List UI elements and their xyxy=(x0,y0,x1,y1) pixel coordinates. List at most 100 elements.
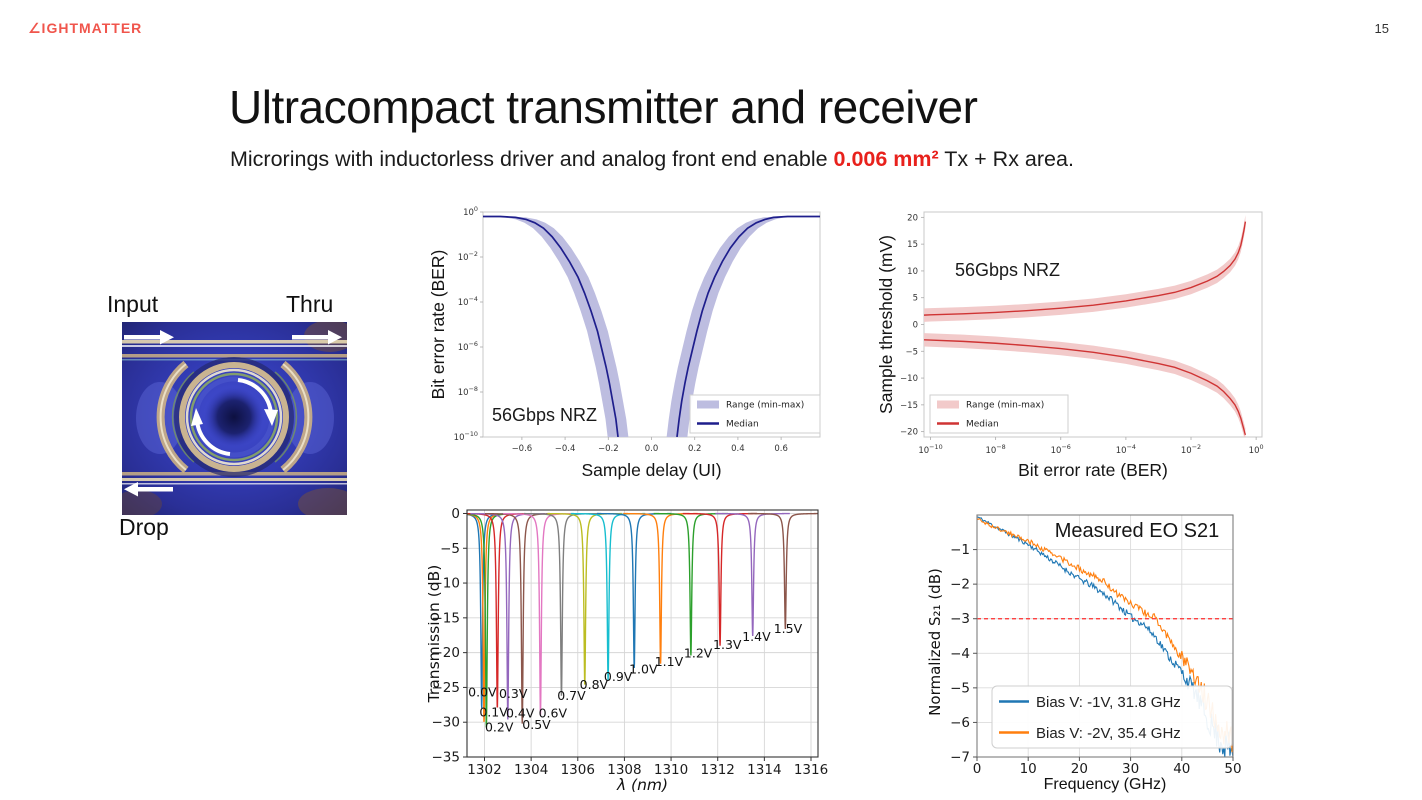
svg-text:−4: −4 xyxy=(950,646,970,662)
svg-text:1316: 1316 xyxy=(794,762,828,778)
voltage-label: 0.6V xyxy=(539,705,568,720)
svg-text:−3: −3 xyxy=(950,611,970,627)
subtitle-suffix: Tx + Rx area. xyxy=(938,147,1074,171)
x-axis-label: λ (nm) xyxy=(616,776,668,794)
label-input: Input xyxy=(107,291,159,317)
svg-text:10−10: 10−10 xyxy=(918,443,942,456)
voltage-label: 0.5V xyxy=(522,717,551,732)
median-line xyxy=(483,215,619,437)
voltage-label: 0.0V xyxy=(468,684,497,699)
svg-text:40: 40 xyxy=(1173,761,1190,777)
x-axis-label: Frequency (GHz) xyxy=(1044,776,1167,793)
voltage-label: 1.5V xyxy=(774,621,803,636)
svg-text:10: 10 xyxy=(907,267,918,277)
svg-text:1314: 1314 xyxy=(747,762,781,778)
thru-arrow-icon xyxy=(292,330,342,345)
input-arrow-icon xyxy=(124,330,174,345)
chart-eo-s21: 0 10 20 30 40 50 −1 −2 −3 −4 −5 −6 −7 Measured EO S21… xyxy=(928,503,1280,800)
svg-text:0.4: 0.4 xyxy=(731,444,745,454)
annotation-56gbps: 56Gbps NRZ xyxy=(955,260,1060,280)
chart-canvas: −0.6 −0.4 −0.2 0.0 0.2 0.4 0.6 100 10−2 10−4 10−6 1… xyxy=(428,205,821,480)
svg-text:10: 10 xyxy=(1020,761,1037,777)
legend-label: Range (min-max) xyxy=(726,401,804,411)
legend-label: Bias V: -1V, 31.8 GHz xyxy=(1036,694,1181,711)
svg-text:100: 100 xyxy=(463,205,478,218)
svg-text:−6: −6 xyxy=(950,715,970,731)
x-axis-label: Bit error rate (BER) xyxy=(1018,460,1168,480)
right-bracket-electrode xyxy=(274,360,313,474)
svg-text:0: 0 xyxy=(913,321,918,331)
voltage-label: 0.9V xyxy=(604,669,633,684)
svg-text:50: 50 xyxy=(1224,761,1241,777)
svg-text:−7: −7 xyxy=(950,750,970,766)
median-line xyxy=(924,339,1247,436)
svg-text:10−6: 10−6 xyxy=(458,340,478,353)
resonance-series xyxy=(467,512,818,728)
svg-text:−10: −10 xyxy=(432,576,461,592)
svg-text:1306: 1306 xyxy=(561,762,595,778)
voltage-label: 0.8V xyxy=(580,677,609,692)
svg-text:10−2: 10−2 xyxy=(458,250,478,263)
svg-text:1302: 1302 xyxy=(467,762,501,778)
svg-text:−0.4: −0.4 xyxy=(555,444,576,454)
resonance-1.3V xyxy=(682,512,758,646)
chart-canvas: 10−10 10−8 10−6 10−4 10−2 100 20 15 10 5 0 −5 −10 −15… xyxy=(878,211,1264,480)
legend-band-swatch xyxy=(937,400,959,409)
label-thru: Thru xyxy=(286,291,334,317)
svg-text:10−4: 10−4 xyxy=(458,295,478,308)
svg-text:10−8: 10−8 xyxy=(458,385,478,398)
chart-ber-vs-delay: −0.6 −0.4 −0.2 0.0 0.2 0.4 0.6 100 10−2 10−4 10−6 1… xyxy=(428,198,840,486)
median-line xyxy=(924,221,1247,316)
svg-text:1304: 1304 xyxy=(514,762,548,778)
svg-text:−2: −2 xyxy=(950,577,970,593)
y-axis-label: Normalized S₂₁ (dB) xyxy=(928,568,944,716)
svg-text:10−8: 10−8 xyxy=(986,443,1006,456)
svg-text:0: 0 xyxy=(451,506,460,522)
bathtub-series xyxy=(483,215,820,437)
svg-text:−15: −15 xyxy=(900,401,918,411)
voltage-label: 0.2V xyxy=(485,719,514,734)
svg-text:−5: −5 xyxy=(905,347,918,357)
svg-text:30: 30 xyxy=(1122,761,1139,777)
subtitle-text: Microrings with inductorless driver and … xyxy=(230,147,834,171)
resonance-1.4V xyxy=(715,512,790,636)
threshold-series xyxy=(924,214,1247,437)
svg-text:−10: −10 xyxy=(900,374,918,384)
chart-ring-tuning: 0.0V 0.1V 0.2V 0.3V 0.4V 0.5V 0.6V 0.7V 0.8V 0.9V… xyxy=(428,503,858,800)
resonance-1.2V xyxy=(653,512,729,656)
subtitle-highlight: 0.006 mm² xyxy=(833,147,939,171)
y-axis-label: Transmission (dB) xyxy=(428,565,443,704)
y-axis-label: Bit error rate (BER) xyxy=(428,250,448,400)
svg-text:1312: 1312 xyxy=(701,762,735,778)
chart-canvas: 0.0V 0.1V0.2V 0.3V 0.4V0.5V0.6V 0.7V0.8V0.9V… xyxy=(428,506,828,794)
voltage-label: 1.0V xyxy=(629,662,658,677)
svg-text:0.2: 0.2 xyxy=(688,444,702,454)
s21-curve-1 xyxy=(977,518,1233,753)
range-band xyxy=(483,216,629,437)
median-line xyxy=(676,215,820,437)
voltage-label: 1.2V xyxy=(684,646,713,661)
svg-text:−5: −5 xyxy=(440,541,460,557)
annotation-56gbps: 56Gbps NRZ xyxy=(492,405,597,425)
svg-text:1308: 1308 xyxy=(607,762,641,778)
svg-text:−5: −5 xyxy=(950,680,970,696)
legend-label: Median xyxy=(966,420,999,430)
range-band xyxy=(924,333,1246,437)
svg-text:−0.2: −0.2 xyxy=(598,444,619,454)
svg-text:−20: −20 xyxy=(432,645,461,661)
page-number: 15 xyxy=(1374,21,1389,36)
svg-text:−15: −15 xyxy=(432,610,461,626)
svg-text:1310: 1310 xyxy=(654,762,688,778)
svg-text:−35: −35 xyxy=(432,750,461,766)
svg-text:−25: −25 xyxy=(432,680,461,696)
lightmatter-logo: ∠IGHTMATTER xyxy=(28,20,143,36)
svg-text:0: 0 xyxy=(973,761,982,777)
legend-box xyxy=(991,685,1233,749)
svg-text:20: 20 xyxy=(1071,761,1088,777)
x-axis-label: Sample delay (UI) xyxy=(581,460,721,480)
svg-text:−20: −20 xyxy=(900,428,918,438)
svg-text:0.0: 0.0 xyxy=(645,444,659,454)
voltage-label: 0.3V xyxy=(499,686,528,701)
resonance-1.5V xyxy=(748,512,818,630)
